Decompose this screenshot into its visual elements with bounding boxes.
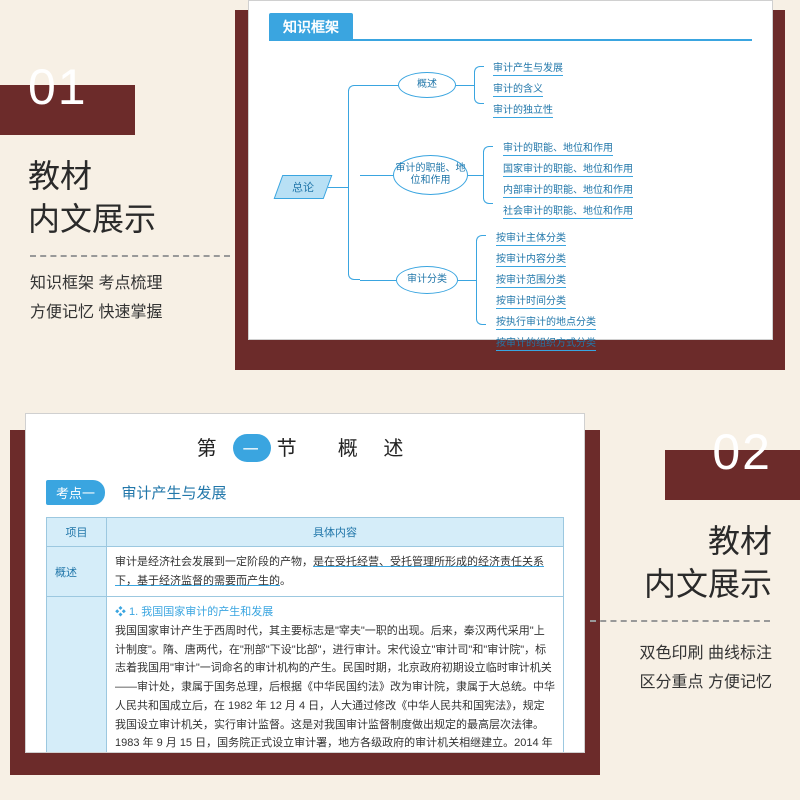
mm-leaf: 按审计主体分类 (496, 228, 566, 246)
mm-node-classification: 审计分类 (396, 266, 458, 294)
row-overview-text: 审计是经济社会发展到一定阶段的产物，是在受托经营、受托管理所形成的经济责任关系下… (107, 547, 564, 597)
sec-pill: 一 (233, 434, 271, 462)
section2-subtitle: 双色印刷 曲线标注 区分重点 方便记忆 (640, 640, 772, 698)
mm-line (468, 175, 483, 176)
sec-prefix: 第 (197, 438, 227, 460)
kaodian-title: 审计产生与发展 (121, 485, 226, 502)
mm-line (360, 280, 396, 281)
page2-preview: 第一节 概 述 考点一 审计产生与发展 项目 具体内容 概述 审计是经济社会发展… (25, 413, 585, 753)
section2-title: 教材 内文展示 (644, 520, 772, 606)
section2-title-line2: 内文展示 (644, 563, 772, 606)
mm-leaves-1: 审计产生与发展 审计的含义 审计的独立性 (493, 58, 563, 121)
mm-bracket-root (348, 85, 360, 280)
mm-leaf: 社会审计的职能、地位和作用 (503, 201, 633, 219)
mm-leaf: 国家审计的职能、地位和作用 (503, 159, 633, 177)
th-project: 项目 (47, 518, 107, 547)
row-body-text: ❖ 1. 我国国家审计的产生和发展 我国国家审计产生于西周时代，其主要标志是"宰… (107, 597, 564, 753)
section1-title: 教材 内文展示 (28, 155, 156, 241)
section2-divider (590, 620, 770, 622)
mm-leaf: 按审计的组织方式分类 (496, 333, 596, 351)
knowledge-frame-header: 知识框架 (269, 13, 353, 41)
mm-leaf: 按审计时间分类 (496, 291, 566, 309)
mm-line (360, 85, 398, 86)
mm-leaf: 按审计内容分类 (496, 249, 566, 267)
mm-leaf: 按审计范围分类 (496, 270, 566, 288)
sec-title: 概 述 (338, 438, 414, 460)
mm-bracket (476, 235, 486, 325)
section1-divider (30, 255, 230, 257)
mm-leaf: 按执行审计的地点分类 (496, 312, 596, 330)
mm-leaves-2: 审计的职能、地位和作用 国家审计的职能、地位和作用 内部审计的职能、地位和作用 … (503, 138, 633, 222)
mm-leaves-3: 按审计主体分类 按审计内容分类 按审计范围分类 按审计时间分类 按执行审计的地点… (496, 228, 596, 354)
section-number-01: 01 (28, 58, 88, 116)
section2-sub-line2: 区分重点 方便记忆 (640, 669, 772, 698)
mm-bracket (483, 146, 493, 204)
row-label-empty (47, 597, 107, 753)
mm-leaf: 审计的含义 (493, 79, 543, 97)
mm-leaf: 内部审计的职能、地位和作用 (503, 180, 633, 198)
section2-title-line1: 教材 (644, 520, 772, 563)
mind-map: 总论 概述 审计的职能、地位和作用 审计分类 审计产生与发展 审计的含义 审计的… (268, 60, 768, 340)
mm-root: 总论 (274, 175, 333, 199)
mm-leaf: 审计产生与发展 (493, 58, 563, 76)
mm-line (360, 175, 393, 176)
mm-node-functions: 审计的职能、地位和作用 (393, 155, 468, 195)
section1-title-line1: 教材 (28, 155, 156, 198)
section2-sub-line1: 双色印刷 曲线标注 (640, 640, 772, 669)
th-content: 具体内容 (107, 518, 564, 547)
mm-line (456, 85, 474, 86)
section1-sub-line1: 知识框架 考点梳理 (30, 270, 162, 299)
section-number-02: 02 (712, 423, 772, 481)
mm-line (458, 280, 476, 281)
row-label-overview: 概述 (47, 547, 107, 597)
mm-leaf: 审计的职能、地位和作用 (503, 138, 613, 156)
section1-title-line2: 内文展示 (28, 198, 156, 241)
bullet-line: ❖ 1. 我国国家审计的产生和发展 (115, 603, 555, 622)
content-table: 项目 具体内容 概述 审计是经济社会发展到一定阶段的产物，是在受托经营、受托管理… (46, 517, 564, 753)
section1-subtitle: 知识框架 考点梳理 方便记忆 快速掌握 (30, 270, 162, 328)
sec-suffix: 节 (277, 438, 307, 460)
section1-sub-line2: 方便记忆 快速掌握 (30, 299, 162, 328)
kaodian-row: 考点一 审计产生与发展 (46, 480, 564, 505)
mm-bracket (474, 66, 484, 104)
mm-line (328, 187, 348, 188)
section-heading: 第一节 概 述 (46, 432, 564, 462)
body-paragraph: 我国国家审计产生于西周时代，其主要标志是"宰夫"一职的出现。后来，秦汉两代采用"… (115, 622, 555, 753)
kaodian-badge: 考点一 (46, 480, 105, 505)
mm-node-overview: 概述 (398, 72, 456, 98)
mm-leaf: 审计的独立性 (493, 100, 553, 118)
